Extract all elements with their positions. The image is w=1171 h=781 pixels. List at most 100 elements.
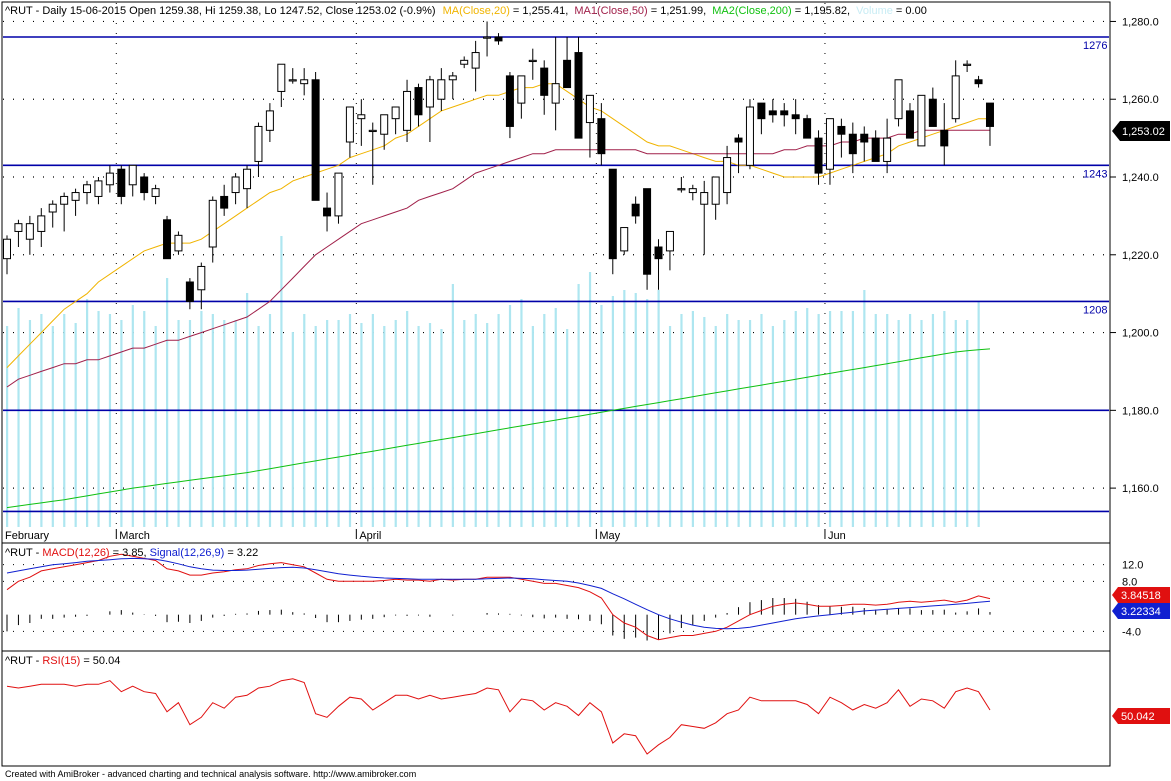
rsi-panel[interactable]: ^RUT - RSI(15) = 50.04 50.042 [1,650,1170,767]
volume-bar [348,314,352,527]
volume-bar [154,326,157,527]
rsi-line [6,678,991,755]
candle [700,180,709,255]
candle-body [254,125,263,162]
candle-body [768,110,777,116]
candle [803,114,812,139]
candle [871,130,880,162]
candle-body [745,106,754,166]
candle-body [380,114,389,135]
candle [48,200,57,228]
candle-body [243,168,252,190]
candle [437,68,446,111]
candle [254,122,263,177]
ma200-label: MA2(Close,200) [712,5,791,17]
candle [814,130,823,185]
candle [665,230,674,271]
volume-value: = 0.00 [893,5,927,17]
candle [300,68,309,96]
candle [494,33,503,45]
candle-body [105,172,114,186]
candle-body [94,180,103,197]
candle [620,227,629,255]
candle [357,99,366,146]
candle [723,145,732,205]
volume-label: Volume [856,5,893,17]
volume-bar [17,308,20,527]
candle [288,68,297,84]
candlesticks[interactable] [3,21,994,310]
signal-label: Signal(12,26,9) [150,547,225,559]
candle-body [620,227,629,252]
candle-body [494,36,503,42]
candle-body [563,59,572,89]
volume-bar [954,320,957,527]
candle-body [174,234,183,252]
macd-axis-label: -4.0 [1122,626,1141,638]
volume-bar [794,311,797,527]
candle [231,173,240,205]
volume-bar [737,320,740,527]
last-price-tag: 1,253.02 [1112,121,1170,141]
volume-bar [577,284,580,527]
price-axis-label: 1,200.0 [1122,328,1159,340]
candle-body [83,184,92,194]
volume-bar [303,314,306,527]
candle-body [803,118,812,139]
candle [414,83,423,127]
candle [894,79,903,127]
volume-bar [897,320,900,527]
volume-bar [566,329,569,527]
candle-body [71,192,80,201]
macd-header: ^RUT - MACD(12,26) = 3.85, Signal(12,26,… [5,547,258,559]
candle-body [448,75,457,81]
candle [734,134,743,174]
candle-body [951,75,960,120]
candle-body [140,176,149,194]
candle [311,72,320,201]
candle-body [688,188,697,194]
candle-body [437,79,446,100]
volume-bar [211,314,214,527]
volume-bar [554,308,557,527]
candle-body [425,79,434,108]
macd-axis-ticks: -4.0 8.0 12.0 [1122,560,1143,639]
volume-bar [828,311,832,527]
candle [334,172,343,224]
macd-label: MACD(12,26) [42,547,109,559]
volume-bar [234,320,237,527]
candle-body [368,129,377,133]
candle-body [288,79,297,82]
volume-bar [486,323,489,527]
price-panel[interactable]: 1276 1243 1208 ^RUT - Daily 15-06-2015 Ope… [1,1,1111,544]
candle-body [585,94,594,124]
candle-body [597,118,606,155]
month-label: March [119,530,150,542]
price-axis[interactable]: 1,160.0 1,180.0 1,200.0 1,220.0 1,240.0 1,260… [1110,16,1170,495]
macd-lines [6,553,991,641]
candle [963,60,972,72]
price-header: ^RUT - Daily 15-06-2015 Open 1259.38, Hi… [5,5,927,17]
macd-panel[interactable]: ^RUT - MACD(12,26) = 3.85, Signal(12,26,… [1,542,1170,652]
candle-body [814,137,823,174]
volume-bar [748,320,752,527]
volume-bar [440,329,443,527]
candle [94,177,103,205]
candle-body [574,52,583,139]
macd-panel-frame [1,542,1111,652]
candle-body [220,195,229,209]
signal-value-tag-text: 3.22334 [1121,606,1161,618]
candle-body [208,199,217,248]
candle [917,94,926,147]
candle-body [3,238,11,260]
volume-bar [680,314,683,527]
volume-bar [920,320,923,527]
time-axis: February March April May Jun [5,529,846,542]
candle [551,37,560,131]
macd-axis-label: 8.0 [1122,576,1137,588]
candle [368,122,377,185]
candle-body [757,102,766,120]
rsi-value-tag-text: 50.042 [1121,711,1155,723]
candle [585,94,594,158]
candle [471,40,480,92]
